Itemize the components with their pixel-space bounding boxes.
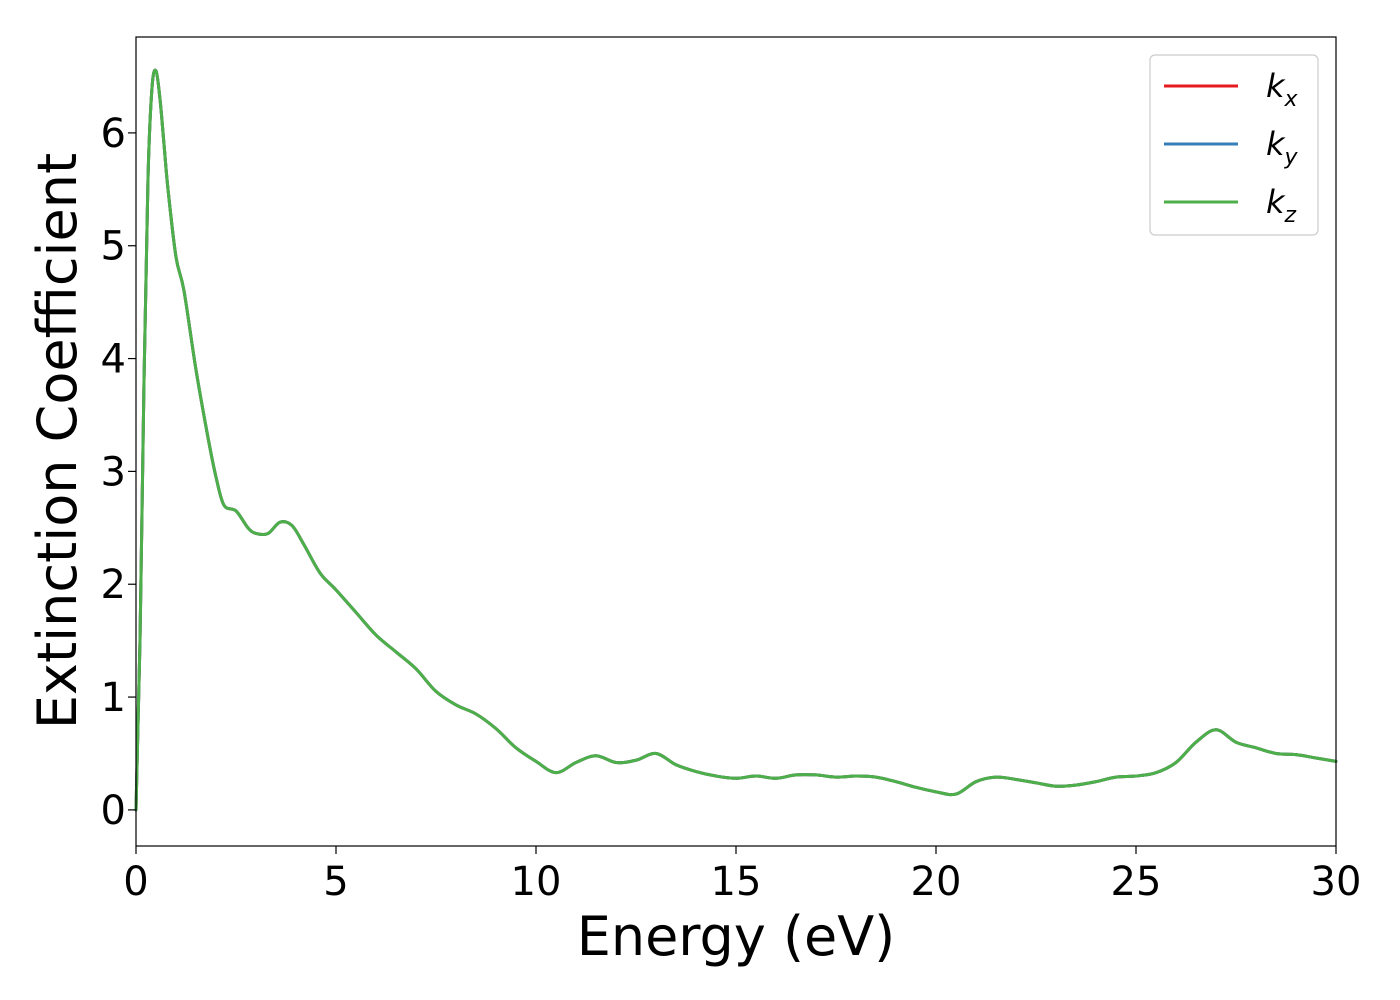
x-tick-label: 30 — [1311, 859, 1362, 905]
y-tick-label: 6 — [101, 111, 126, 157]
y-axis-ticks: 0 1 2 3 4 5 6 — [101, 111, 136, 834]
series-layer — [134, 68, 1338, 812]
x-tick-label: 5 — [323, 859, 348, 905]
y-tick-label: 2 — [101, 562, 126, 608]
legend-label-k-x: kx — [1266, 67, 1299, 112]
x-axis-ticks: 0 5 10 15 20 25 30 — [123, 846, 1361, 905]
legend-label-k-z: kz — [1266, 183, 1297, 228]
y-tick-label: 3 — [101, 449, 126, 495]
y-tick-label: 1 — [101, 675, 126, 721]
y-tick-label: 0 — [101, 788, 126, 834]
legend-label-k-y: ky — [1266, 125, 1299, 170]
legend: kx ky kz — [1149, 54, 1319, 236]
x-tick-label: 20 — [911, 859, 962, 905]
y-axis-label: Extinction Coefficient — [26, 153, 89, 729]
x-tick-label: 10 — [511, 859, 562, 905]
y-tick-label: 4 — [101, 337, 126, 383]
x-axis-label: Energy (eV) — [577, 905, 896, 968]
x-tick-label: 25 — [1111, 859, 1162, 905]
legend-items: kx ky kz — [1164, 67, 1299, 228]
x-tick-label: 0 — [123, 859, 148, 905]
x-tick-label: 15 — [711, 859, 762, 905]
series-line-k-z — [134, 68, 1338, 812]
y-tick-label: 5 — [101, 224, 126, 270]
